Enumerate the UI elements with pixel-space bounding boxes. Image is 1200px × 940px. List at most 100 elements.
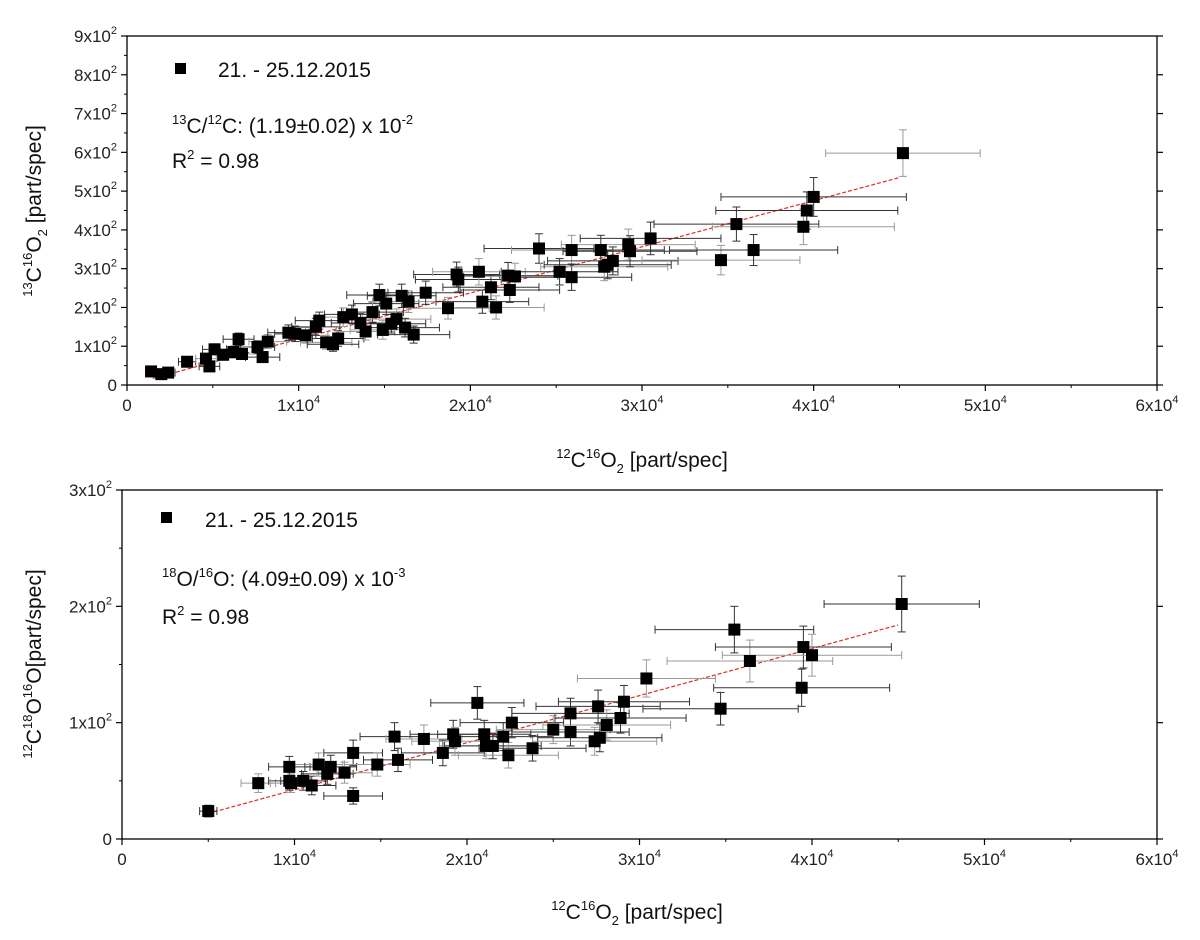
y-tick-label: 5x102 (74, 180, 117, 201)
data-point (484, 281, 497, 294)
data-point (490, 301, 503, 314)
y-tick-label: 6x102 (74, 141, 117, 162)
data-point (261, 335, 274, 348)
fit-line (152, 176, 900, 379)
y-tick-label: 4x102 (74, 219, 117, 240)
y-tick-layer: 0 1x102 2x102 3x102 (69, 479, 1163, 849)
y-tick-label: 9x102 (74, 25, 117, 46)
y-axis-title: 12C18O16O[part/spec] (20, 569, 46, 758)
data-point (251, 340, 264, 353)
x-tick-label: 6x104 (1136, 848, 1179, 869)
ratio-annotation: 18O/16O: (4.09±0.09) x 10-3 (162, 565, 405, 591)
legend-marker (175, 63, 186, 74)
chart-bottom: 0 1x104 2x104 3x104 4x104 5x104 6x104 0 1x102 2x… (20, 479, 1179, 928)
data-point (553, 265, 566, 278)
data-point (896, 147, 909, 160)
x-tick-label: 0 (117, 850, 126, 869)
data-point (407, 328, 420, 341)
data-point (442, 302, 455, 315)
data-point (895, 598, 908, 611)
legend-label: 21. - 25.12.2015 (205, 509, 358, 532)
data-point (436, 746, 449, 759)
data-point (256, 351, 269, 364)
y-tick-layer: 0 1x102 2x102 3x102 4x102 5x102 6x102 7x102 8x10… (74, 25, 1163, 395)
data-point (202, 805, 215, 818)
x-axis-title: 12C16O2 [part/spec] (551, 898, 723, 928)
data-point (592, 700, 605, 713)
data-point (743, 655, 756, 668)
legend: 21. - 25.12.2015 (175, 59, 371, 82)
data-point (448, 735, 461, 748)
data-point (285, 777, 298, 790)
data-point (714, 702, 727, 715)
data-point (797, 220, 810, 233)
x-tick-label: 4x104 (792, 394, 835, 415)
data-point (526, 742, 539, 755)
legend-marker (161, 512, 172, 523)
x-tick-label: 2x104 (449, 394, 492, 415)
x-axis-title: 12C16O2 [part/spec] (556, 446, 728, 476)
data-point (800, 204, 813, 217)
data-point (617, 695, 630, 708)
data-point (565, 244, 578, 257)
data-point (533, 242, 545, 255)
data-point (452, 273, 465, 286)
data-point (392, 753, 404, 766)
data-point (508, 270, 521, 283)
data-point (497, 730, 510, 743)
data-point (593, 731, 606, 744)
data-point (181, 355, 194, 368)
data-point (564, 707, 577, 720)
data-point (600, 718, 613, 731)
ratio-annotation: 13C/12C: (1.19±0.02) x 10-2 (172, 112, 413, 138)
data-point (388, 730, 401, 743)
data-point (502, 749, 515, 762)
data-point (162, 366, 175, 379)
legend: 21. - 25.12.2015 (161, 509, 358, 532)
data-point (471, 696, 484, 709)
x-tick-label: 5x104 (963, 848, 1006, 869)
fit-line-layer (152, 176, 900, 379)
data-point (640, 672, 653, 685)
data-point (644, 232, 657, 245)
chart-top: 0 1x104 2x104 3x104 4x104 5x104 6x104 0 1x102 2x… (20, 25, 1179, 476)
data-point (486, 739, 499, 752)
data-point (289, 327, 302, 340)
x-tick-label: 1x104 (273, 848, 316, 869)
data-point (283, 760, 296, 773)
legend-label: 21. - 25.12.2015 (218, 59, 371, 82)
data-point (565, 271, 578, 284)
y-tick-label: 8x102 (74, 64, 117, 85)
data-point (417, 732, 430, 745)
data-point (503, 283, 516, 296)
data-point (795, 681, 808, 694)
r-squared-annotation: R2 = 0.98 (162, 603, 249, 629)
data-point (606, 254, 619, 267)
data-point (714, 254, 727, 267)
x-tick-layer: 0 1x104 2x104 3x104 4x104 5x104 6x104 (117, 839, 1179, 869)
data-point-layer (202, 598, 908, 818)
data-point (623, 245, 636, 258)
y-tick-label: 3x102 (69, 479, 112, 500)
x-tick-label: 6x104 (1136, 394, 1179, 415)
data-point (305, 779, 318, 792)
x-tick-label: 3x104 (621, 394, 664, 415)
y-tick-label: 0 (108, 376, 117, 395)
y-tick-label: 3x102 (74, 258, 117, 279)
data-point (807, 190, 820, 203)
data-point (502, 269, 515, 282)
data-point (299, 329, 312, 342)
r-squared-annotation: R2 = 0.98 (172, 147, 259, 173)
y-tick-label: 0 (103, 830, 112, 849)
x-tick-label: 4x104 (791, 848, 834, 869)
data-point (476, 295, 489, 308)
data-point (324, 760, 337, 773)
x-tick-label: 3x104 (618, 848, 661, 869)
data-point (380, 297, 393, 310)
data-point (232, 333, 245, 346)
y-tick-label: 7x102 (74, 103, 117, 124)
data-point (203, 360, 216, 373)
data-point (217, 348, 230, 361)
y-tick-label: 2x102 (74, 296, 117, 317)
